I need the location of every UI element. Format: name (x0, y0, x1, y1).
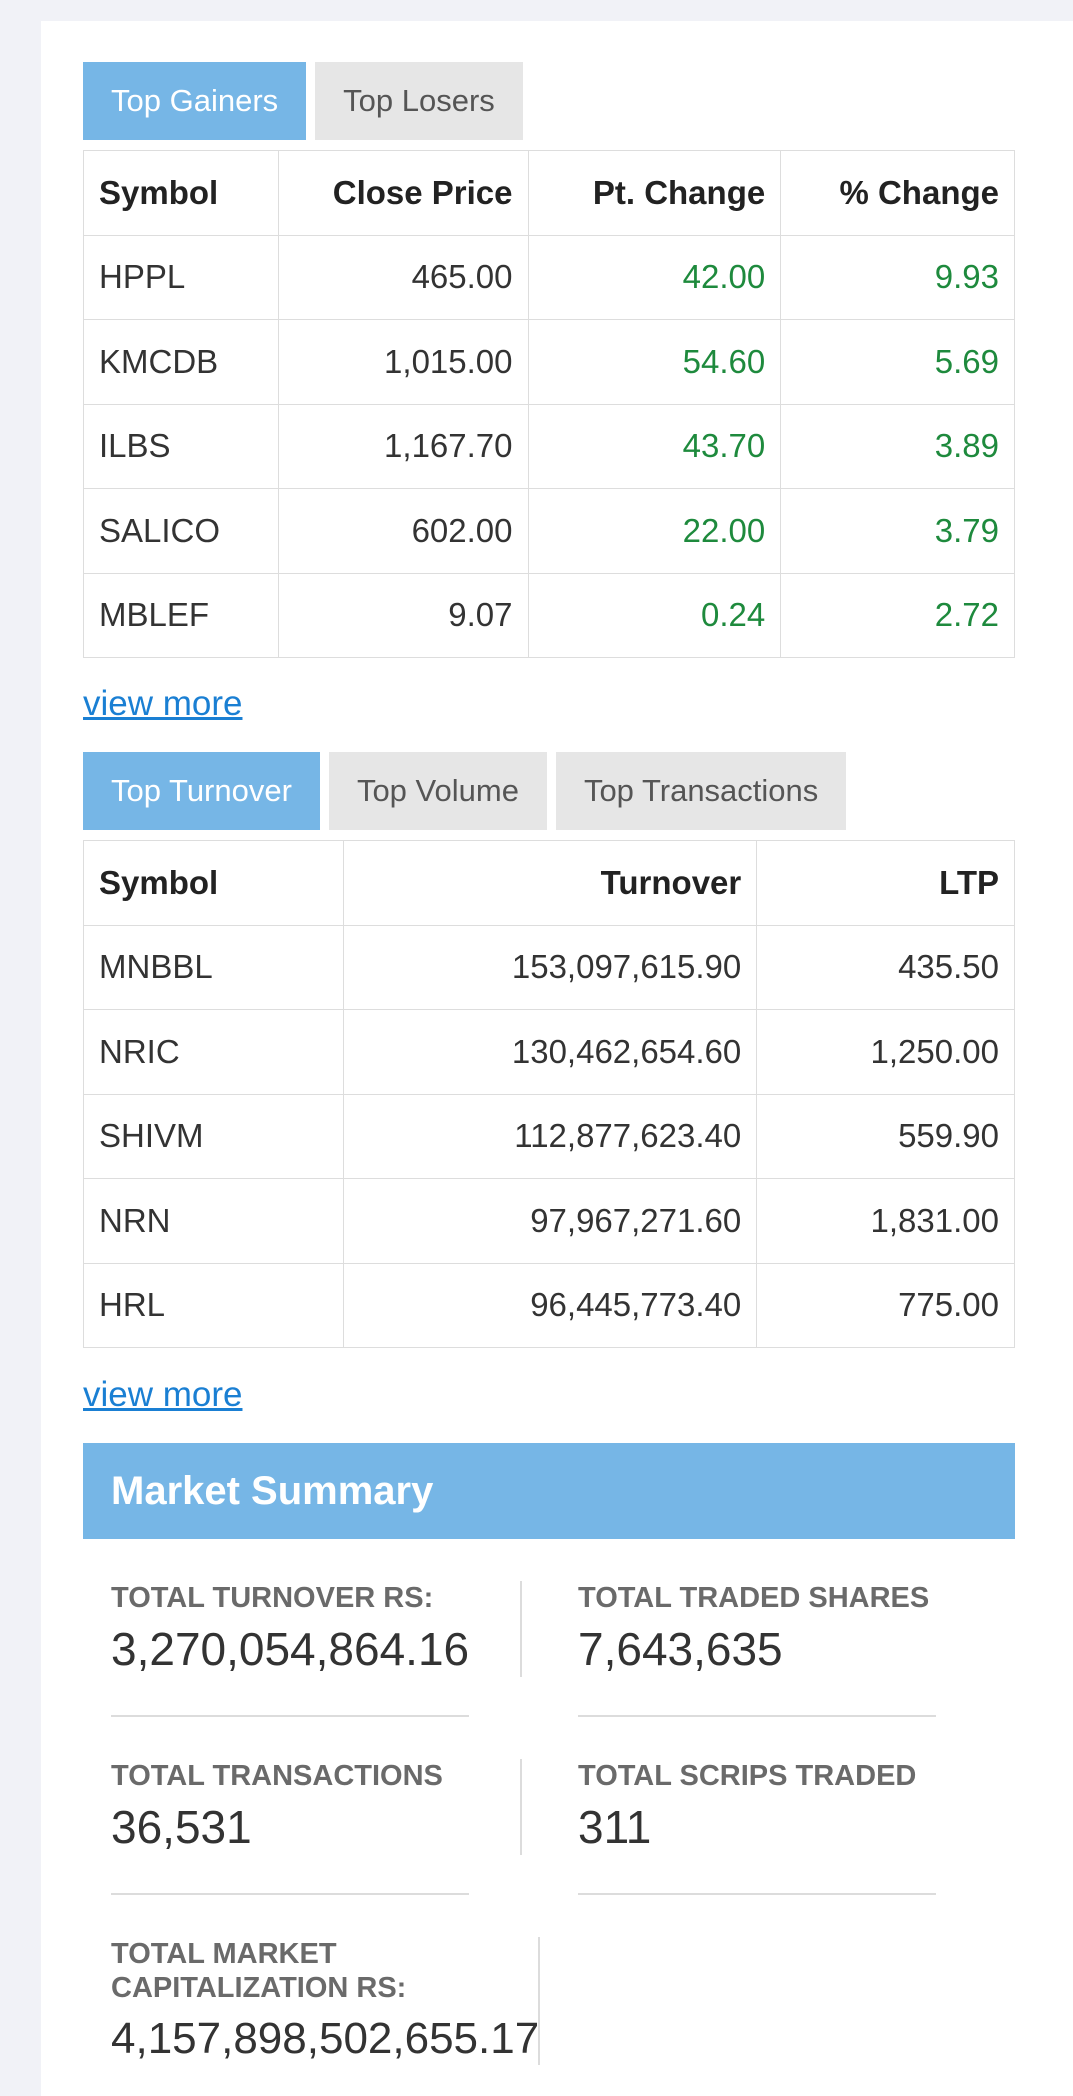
divider (520, 1581, 522, 1677)
column-header: Close Price (277, 150, 529, 236)
stat-label: TOTAL TRADED SHARES (578, 1582, 930, 1614)
symbol-cell: ILBS (83, 403, 279, 489)
market-summary-title: Market Summary (83, 1443, 1015, 1539)
divider (578, 1893, 936, 1895)
ltp-cell: 1,831.00 (756, 1178, 1015, 1264)
market-card: Top Gainers Top Losers Symbol Close Pric… (41, 21, 1073, 2096)
divider (538, 1937, 540, 2065)
stat-total-scrips-traded: TOTAL SCRIPS TRADED 311 (578, 1759, 916, 1853)
symbol-cell: MNBBL (83, 924, 344, 1010)
table-header-row: Symbol Turnover LTP (83, 840, 1015, 926)
symbol-cell: MBLEF (83, 572, 279, 658)
column-header: Pt. Change (527, 150, 782, 236)
close-price-cell: 602.00 (277, 488, 529, 574)
stat-value: 311 (578, 1801, 652, 1853)
divider (111, 1715, 469, 1717)
pct-change-cell: 5.69 (780, 319, 1015, 405)
column-header: Symbol (83, 150, 279, 236)
pct-change-cell: 3.79 (780, 488, 1015, 574)
column-header: Turnover (342, 840, 758, 926)
pct-change-cell: 3.89 (780, 403, 1015, 489)
stat-value: 7,643,635 (578, 1623, 783, 1675)
turnover-cell: 153,097,615.90 (342, 924, 758, 1010)
divider (520, 1759, 522, 1855)
turnover-cell: 96,445,773.40 (342, 1262, 758, 1348)
stat-label: TOTAL TURNOVER RS: (111, 1582, 434, 1614)
tab-top-gainers[interactable]: Top Gainers (83, 62, 307, 140)
close-price-cell: 465.00 (277, 234, 529, 320)
tab-top-transactions[interactable]: Top Transactions (555, 752, 847, 830)
symbol-cell: HRL (83, 1262, 344, 1348)
table-row[interactable]: MBLEF 9.07 0.24 2.72 (83, 572, 1015, 658)
stat-label: TOTAL SCRIPS TRADED (578, 1760, 917, 1792)
symbol-cell: NRN (83, 1178, 344, 1264)
turnover-cell: 112,877,623.40 (342, 1093, 758, 1179)
close-price-cell: 1,015.00 (277, 319, 529, 405)
tab-top-volume[interactable]: Top Volume (328, 752, 547, 830)
table-header-row: Symbol Close Price Pt. Change % Change (83, 150, 1015, 236)
close-price-cell: 1,167.70 (277, 403, 529, 489)
stat-total-traded-shares: TOTAL TRADED SHARES 7,643,635 (578, 1581, 929, 1675)
close-price-cell: 9.07 (277, 572, 529, 658)
column-header: LTP (756, 840, 1015, 926)
table-row[interactable]: HPPL 465.00 42.00 9.93 (83, 234, 1015, 320)
turnover-tabs: Top Turnover Top Volume Top Transactions (83, 752, 847, 830)
stat-value: 3,270,054,864.16 (111, 1623, 470, 1675)
view-more-gainers-link[interactable]: view more (83, 684, 243, 723)
table-row[interactable]: SHIVM 112,877,623.40 559.90 (83, 1093, 1015, 1179)
ltp-cell: 559.90 (756, 1093, 1015, 1179)
table-row[interactable]: KMCDB 1,015.00 54.60 5.69 (83, 319, 1015, 405)
pct-change-cell: 2.72 (780, 572, 1015, 658)
ltp-cell: 775.00 (756, 1262, 1015, 1348)
table-row[interactable]: ILBS 1,167.70 43.70 3.89 (83, 403, 1015, 489)
table-row[interactable]: SALICO 602.00 22.00 3.79 (83, 488, 1015, 574)
turnover-cell: 130,462,654.60 (342, 1009, 758, 1095)
symbol-cell: HPPL (83, 234, 279, 320)
tab-top-losers[interactable]: Top Losers (315, 62, 523, 140)
divider (578, 1715, 936, 1717)
view-more-turnover-link[interactable]: view more (83, 1375, 243, 1414)
stat-label: TOTAL TRANSACTIONS (111, 1760, 443, 1792)
stat-value: 4,157,898,502,655.17 (111, 2014, 540, 2063)
symbol-cell: SHIVM (83, 1093, 344, 1179)
stat-total-transactions: TOTAL TRANSACTIONS 36,531 (111, 1759, 443, 1853)
pt-change-cell: 54.60 (527, 319, 782, 405)
column-header: Symbol (83, 840, 344, 926)
pct-change-cell: 9.93 (780, 234, 1015, 320)
gainers-table: Symbol Close Price Pt. Change % Change H… (83, 150, 1015, 658)
turnover-table: Symbol Turnover LTP MNBBL 153,097,615.90… (83, 840, 1015, 1348)
ltp-cell: 1,250.00 (756, 1009, 1015, 1095)
symbol-cell: NRIC (83, 1009, 344, 1095)
stat-label: TOTAL MARKET CAPITALIZATION RS: (111, 1938, 407, 2004)
turnover-cell: 97,967,271.60 (342, 1178, 758, 1264)
gainers-tabs: Top Gainers Top Losers (83, 62, 523, 140)
table-row[interactable]: MNBBL 153,097,615.90 435.50 (83, 924, 1015, 1010)
stat-total-market-capitalization: TOTAL MARKET CAPITALIZATION RS: 4,157,89… (111, 1937, 540, 2065)
divider (111, 1893, 469, 1895)
pt-change-cell: 0.24 (527, 572, 782, 658)
pt-change-cell: 42.00 (527, 234, 782, 320)
stat-total-turnover: TOTAL TURNOVER RS: 3,270,054,864.16 (111, 1581, 469, 1675)
pt-change-cell: 22.00 (527, 488, 782, 574)
column-header: % Change (780, 150, 1015, 236)
tab-top-turnover[interactable]: Top Turnover (83, 752, 320, 830)
ltp-cell: 435.50 (756, 924, 1015, 1010)
table-row[interactable]: NRIC 130,462,654.60 1,250.00 (83, 1009, 1015, 1095)
pt-change-cell: 43.70 (527, 403, 782, 489)
symbol-cell: KMCDB (83, 319, 279, 405)
table-row[interactable]: HRL 96,445,773.40 775.00 (83, 1262, 1015, 1348)
symbol-cell: SALICO (83, 488, 279, 574)
table-row[interactable]: NRN 97,967,271.60 1,831.00 (83, 1178, 1015, 1264)
stat-value: 36,531 (111, 1801, 252, 1853)
